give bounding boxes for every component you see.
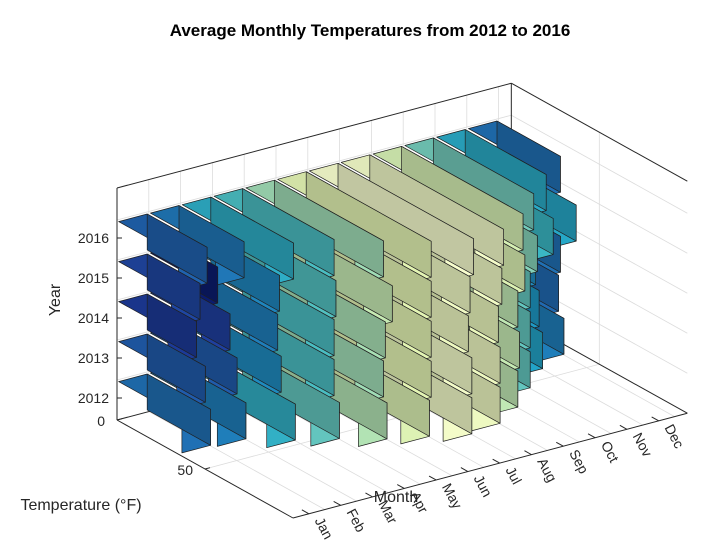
month-axis-line xyxy=(292,412,688,519)
temperature-tick-label: 50 xyxy=(177,462,193,478)
month-tick-Sep xyxy=(556,441,564,447)
floor-grid-month-1 xyxy=(148,411,325,510)
bar-side-face xyxy=(146,213,208,284)
y-axis-label: Year xyxy=(47,283,64,316)
bars xyxy=(118,120,577,454)
month-tick-label: Feb xyxy=(344,506,370,535)
wall-grid-year-5 xyxy=(511,114,688,214)
bar-2016-Feb xyxy=(150,205,245,286)
bar-2015-Jan xyxy=(118,253,201,328)
right-back-edge xyxy=(511,82,688,182)
year-tick-label: 2014 xyxy=(78,310,109,326)
month-tick-label: Oct xyxy=(598,438,622,465)
month-tick-Apr xyxy=(397,484,405,489)
grid-line-year-5 xyxy=(116,114,512,221)
bar-side-face xyxy=(178,205,245,279)
top-back-edge xyxy=(116,82,512,189)
bar-side-face xyxy=(146,293,197,358)
month-tick-May xyxy=(428,475,437,481)
month-tick-Jul xyxy=(492,458,500,464)
temperature-tick-0 xyxy=(116,418,123,421)
x-axis-label: Month xyxy=(374,489,418,506)
month-tick-Oct xyxy=(587,433,596,439)
bar-side-face xyxy=(274,179,384,278)
bar-side-face xyxy=(305,171,432,278)
year-tick-label: 2013 xyxy=(78,350,109,366)
temperature-tick-50 xyxy=(204,467,211,470)
bar-side-face xyxy=(146,373,211,446)
bar-2016-Jan xyxy=(118,213,208,292)
month-tick-label: Jul xyxy=(503,464,526,487)
month-tick-Jan xyxy=(301,509,310,515)
bar-side-face xyxy=(146,333,206,403)
month-tick-label: May xyxy=(439,481,466,512)
bar-2012-Jan xyxy=(118,373,211,454)
bar-2016-May xyxy=(245,179,384,285)
month-tick-Dec xyxy=(651,416,659,422)
month-tick-Feb xyxy=(333,500,341,506)
month-tick-label: Dec xyxy=(662,421,688,451)
z-axis-label: Temperature (°F) xyxy=(20,497,141,514)
month-tick-Nov xyxy=(619,424,628,430)
month-tick-label: Aug xyxy=(534,455,560,485)
year-tick-label: 2016 xyxy=(78,230,109,246)
bar-side-face xyxy=(210,196,294,280)
temperature-tick-label: 0 xyxy=(97,413,105,429)
month-tick-label: Sep xyxy=(566,447,592,477)
month-tick-Jun xyxy=(460,467,469,472)
month-tick-label: Nov xyxy=(630,430,656,460)
bar-side-face xyxy=(146,253,201,320)
bar-side-face xyxy=(242,188,335,276)
month-tick-label: Jan xyxy=(312,514,337,540)
month-tick-label: Jun xyxy=(471,472,496,499)
month-tick-Mar xyxy=(365,492,373,498)
year-tick-label: 2015 xyxy=(78,270,109,286)
year-tick-label: 2012 xyxy=(78,390,109,406)
chart-title: Average Monthly Temperatures from 2012 t… xyxy=(170,21,571,40)
month-tick-Aug xyxy=(524,450,532,456)
bar-2016-Mar xyxy=(181,196,294,288)
